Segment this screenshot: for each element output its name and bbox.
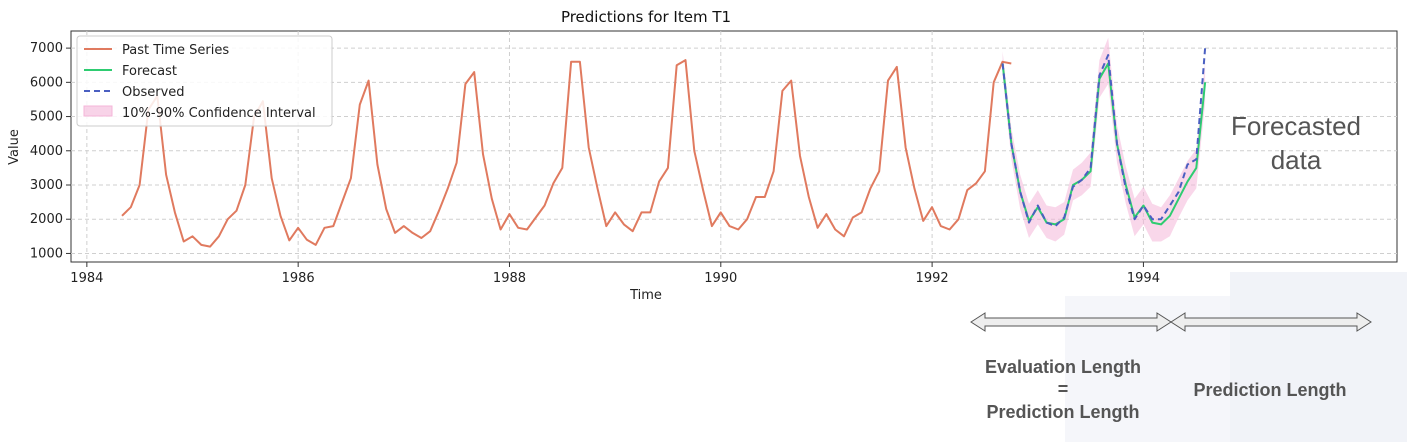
chart-title: Predictions for Item T1: [561, 8, 731, 26]
confidence-band-layer: [1002, 37, 1206, 242]
legend-label-past: Past Time Series: [122, 43, 229, 58]
observed-line: [1001, 48, 1207, 228]
y-axis-title: Value: [7, 129, 22, 165]
y-tick-label: 7000: [30, 41, 63, 56]
x-tick-label: 1994: [1127, 271, 1160, 286]
prediction-arrow-shape: [1170, 312, 1372, 332]
series-layer: [121, 48, 1207, 248]
evaluation-length-line1: Evaluation Length: [985, 357, 1141, 377]
y-tick-label: 1000: [30, 246, 63, 261]
x-tick-label: 1984: [70, 271, 103, 286]
x-tick-label: 1986: [282, 271, 315, 286]
x-axis-title: Time: [629, 288, 662, 303]
x-tick-label: 1990: [704, 271, 737, 286]
confidence-interval-band: [1002, 37, 1206, 242]
legend-label-observed: Observed: [122, 85, 185, 100]
legend-swatch-interval: [83, 105, 113, 117]
y-tick-label: 4000: [30, 144, 63, 159]
past-time-series-line: [121, 59, 1012, 248]
legend-label-forecast: Forecast: [122, 64, 177, 79]
y-tick-label: 6000: [30, 75, 63, 90]
legend-label-interval: 10%-90% Confidence Interval: [122, 106, 316, 121]
y-tick-label: 2000: [30, 212, 63, 227]
y-axis-ticks: 1000 2000 3000 4000 5000 6000 7000: [30, 41, 71, 261]
evaluation-length-line3: Prediction Length: [987, 402, 1140, 422]
legend-box: [76, 35, 333, 127]
y-tick-label: 3000: [30, 178, 63, 193]
forecast-line: [1001, 62, 1207, 226]
legend: Past Time Series Forecast Observed 10%-9…: [76, 35, 333, 127]
x-tick-label: 1992: [916, 271, 949, 286]
prediction-length-arrow: [1170, 312, 1372, 332]
x-tick-label: 1988: [493, 271, 526, 286]
x-axis-ticks: 1984 1986 1988 1990 1992 1994: [70, 262, 1160, 286]
annotation-shade-b: [1230, 272, 1407, 442]
prediction-length-label: Prediction Length: [1194, 380, 1347, 400]
y-tick-label: 5000: [30, 110, 63, 125]
forecasted-data-label-line2: data: [1271, 145, 1322, 175]
evaluation-length-line2: =: [1058, 379, 1069, 399]
forecasted-data-label-line1: Forecasted: [1231, 111, 1361, 141]
